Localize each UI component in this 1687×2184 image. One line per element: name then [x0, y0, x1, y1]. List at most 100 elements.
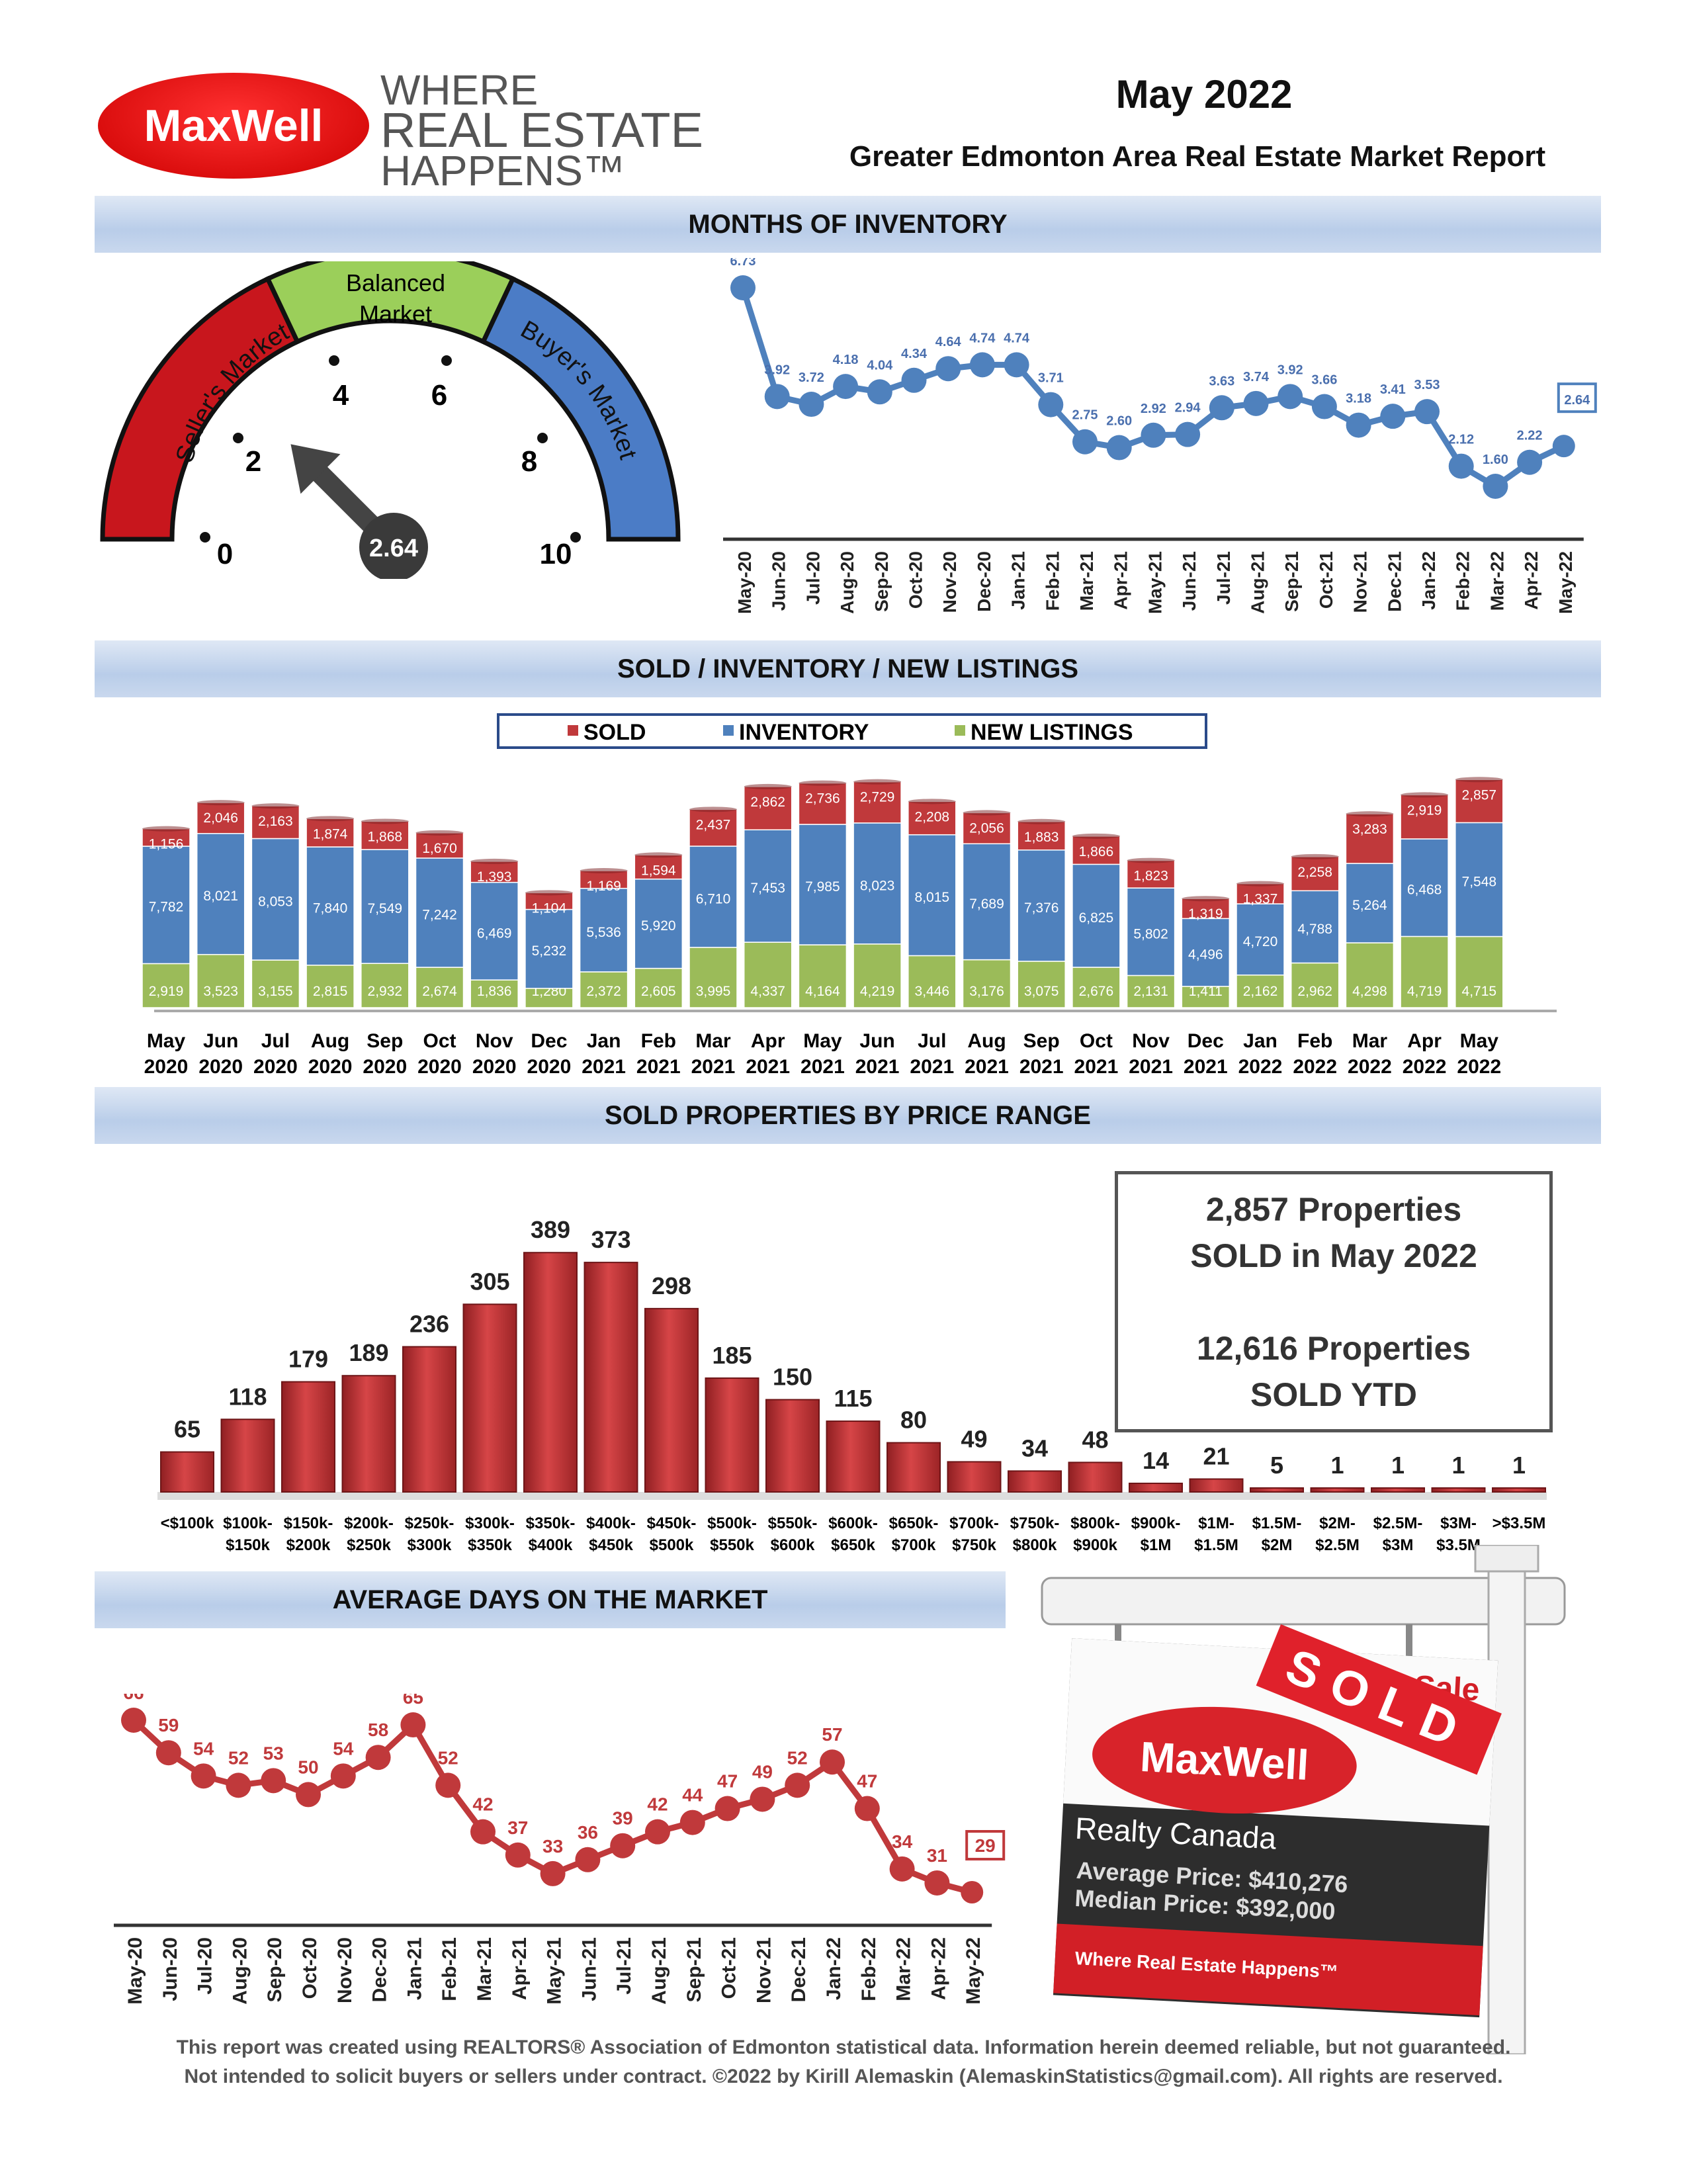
x-tick-label: $3M- [1440, 1514, 1477, 1532]
x-tick-label: Jan-22 [823, 1937, 845, 2000]
sold-sign-image: MaxWell Sale Realty Canada Average Price… [1041, 1545, 1566, 2054]
bar-value-label: 4,720 [1243, 934, 1278, 949]
bar-top-cap [306, 816, 355, 822]
bar-value-label: 1,319 [1188, 906, 1223, 922]
bar-value-label: 21 [1203, 1442, 1229, 1469]
data-label: 4.34 [901, 347, 928, 361]
data-point [854, 1796, 880, 1821]
x-tick-label: Aug [967, 1030, 1006, 1052]
price-bar [220, 1419, 275, 1493]
x-tick-label: Mar-21 [474, 1937, 496, 2001]
bar-value-label: 48 [1082, 1426, 1108, 1453]
bar-value-label: 2,962 [1297, 984, 1332, 999]
price-bar [765, 1399, 820, 1493]
data-point [901, 367, 927, 393]
x-tick-label: May [147, 1030, 186, 1052]
x-tick-label: Feb-21 [439, 1937, 460, 2001]
x-tick-label: $100k- [223, 1514, 273, 1532]
data-label: 37 [507, 1817, 528, 1838]
bar-value-label: 4,719 [1407, 984, 1442, 999]
gauge-tick-label: 4 [333, 379, 349, 412]
x-tick-label: $500k [650, 1536, 694, 1554]
bar-value-label: 6,710 [696, 891, 731, 906]
x-tick-label: $300k [408, 1536, 452, 1554]
x-tick-label: Aug-20 [229, 1937, 251, 2005]
data-point [610, 1833, 636, 1858]
data-label: 2.60 [1106, 414, 1132, 429]
bar-value-label: 1,169 [586, 879, 621, 894]
data-point [155, 1740, 181, 1766]
x-tick-label: Apr-21 [1111, 551, 1131, 610]
x-tick-label: Feb-21 [1042, 551, 1062, 611]
data-point [750, 1786, 775, 1812]
data-label: 3.63 [1209, 374, 1234, 388]
bar-segment-inventory [1236, 903, 1285, 976]
tagline-line-1: WHERE [380, 66, 539, 114]
x-tick-label: $650k [831, 1536, 875, 1554]
data-label: 3.53 [1414, 378, 1440, 392]
bar-segment-inventory [251, 838, 300, 961]
bar-segment-inventory [689, 846, 738, 948]
bar-value-label: 1 [1330, 1452, 1344, 1479]
x-tick-label: Jul-20 [802, 551, 823, 605]
data-label: 2.94 [1175, 401, 1201, 415]
data-label: 49 [752, 1761, 773, 1782]
bar-value-label: 1 [1451, 1452, 1465, 1479]
x-tick-label: $3M [1383, 1536, 1414, 1554]
bar-segment-new-listings [1290, 962, 1340, 1008]
bar-value-label: 4,788 [1297, 922, 1332, 937]
x-tick-label: $2.5M- [1373, 1514, 1423, 1532]
section-price-range: SOLD PROPERTIES BY PRICE RANGE [95, 1087, 1601, 1144]
data-label: 4.74 [1004, 331, 1030, 345]
data-point [764, 384, 790, 410]
x-tick-label: Apr-21 [509, 1937, 531, 2000]
x-tick-label: 2022 [1293, 1056, 1337, 1078]
tagline: WHERE REAL ESTATE HAPPENS™ [380, 66, 703, 192]
x-tick-label: Apr-22 [1521, 551, 1541, 610]
x-tick-label: Jul-20 [195, 1937, 216, 1995]
bar-value-label: 4,337 [750, 984, 785, 999]
data-label: 3.71 [1038, 371, 1064, 386]
gauge-tick-dot [570, 532, 581, 543]
data-point [470, 1819, 496, 1845]
bar-segment-sold [1455, 779, 1504, 824]
bar-top-cap [470, 858, 519, 864]
data-point [1517, 449, 1543, 475]
bar-top-cap [799, 780, 847, 786]
x-tick-label: Apr [751, 1030, 785, 1052]
bar-top-cap [251, 803, 300, 809]
data-point [261, 1768, 286, 1794]
data-label: 52 [228, 1747, 249, 1768]
bar-value-label: 2,815 [313, 984, 348, 999]
x-tick-label: $750k- [1010, 1514, 1060, 1532]
x-tick-label: Mar-22 [893, 1937, 915, 2001]
price-bar [826, 1420, 881, 1493]
x-tick-label: Jul [918, 1030, 946, 1052]
bar-segment-inventory [579, 887, 628, 973]
months-inventory-chart: 6.73 May-20 3.92 Jun-20 3.72 Jul-20 4.18 Aug-20… [723, 258, 1597, 614]
legend-label: INVENTORY [739, 720, 869, 745]
data-label: 2.22 [1517, 429, 1543, 443]
bar-segment-new-listings [962, 959, 1012, 1008]
price-bar [523, 1252, 578, 1493]
bar-top-cap [634, 852, 683, 858]
data-point [1004, 352, 1029, 378]
data-label: 4.74 [969, 331, 996, 345]
bar-value-label: 5 [1270, 1452, 1283, 1479]
x-tick-label: 2020 [417, 1056, 462, 1078]
bar-segment-new-listings [798, 944, 847, 1008]
x-tick-label: Aug-21 [1248, 551, 1268, 614]
x-tick-label: May [803, 1030, 842, 1052]
bar-segment-inventory [1126, 887, 1176, 977]
legend-swatch [955, 725, 965, 736]
x-tick-label: $350k- [526, 1514, 576, 1532]
bar-top-cap [580, 868, 628, 874]
bar-segment-new-listings [196, 953, 245, 1008]
x-tick-label: Jan [1243, 1030, 1277, 1052]
data-label: 34 [892, 1831, 913, 1852]
bar-value-label: 7,548 [1462, 874, 1497, 889]
bar-value-label: 8,053 [258, 894, 293, 909]
x-tick-label: 2021 [582, 1056, 626, 1078]
bar-value-label: 14 [1143, 1447, 1169, 1474]
data-point [1311, 394, 1337, 419]
